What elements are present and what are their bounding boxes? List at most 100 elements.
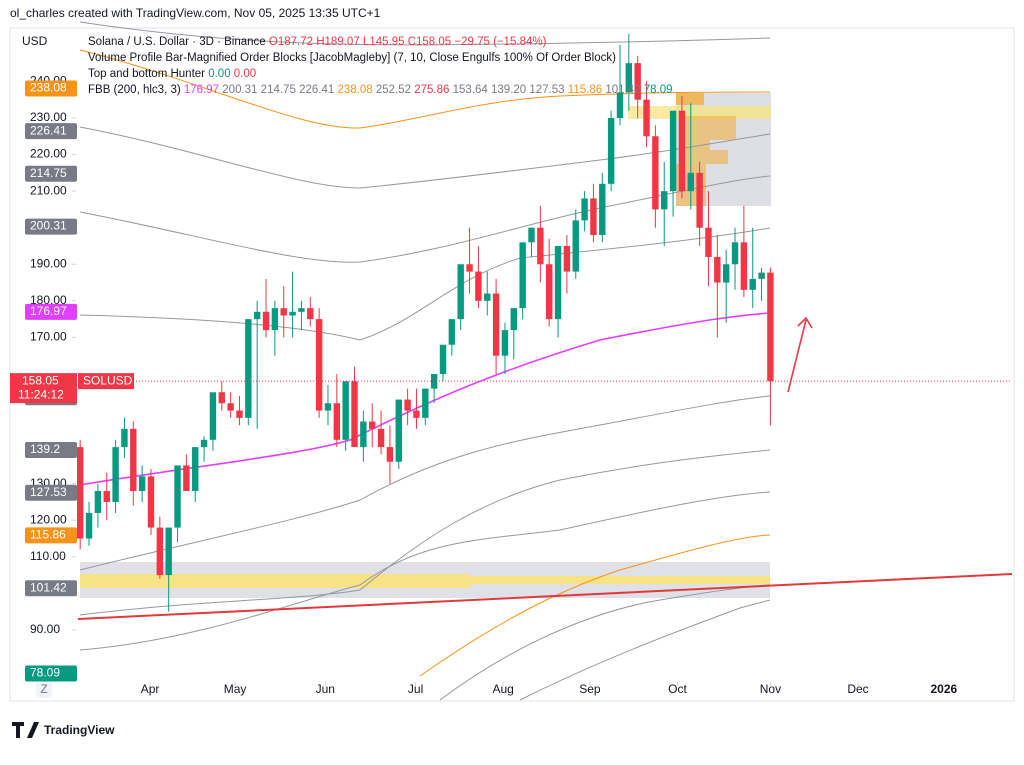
candle-body — [324, 403, 332, 411]
candle-body — [625, 63, 633, 93]
candle-body — [342, 381, 349, 440]
candle-body — [422, 388, 429, 418]
band — [79, 126, 771, 189]
y-tick-label: 230.00 — [30, 110, 67, 124]
legend-row: FBB (200, hlc3, 3) 176.97 200.31 214.75 … — [88, 84, 673, 96]
indicator-value: 101.42 — [605, 84, 640, 96]
legend-row: Solana / U.S. Dollar · 3D · Binance O187… — [88, 36, 547, 48]
candle-body — [183, 465, 190, 492]
price-tag — [25, 665, 77, 682]
candle-body — [103, 491, 110, 502]
legend: Solana / U.S. Dollar · 3D · Binance O187… — [88, 36, 673, 96]
y-tick-label: 120.00 — [30, 512, 67, 526]
candle-body — [510, 308, 517, 331]
candle-body — [413, 410, 420, 418]
price-tag — [25, 165, 77, 182]
indicator-name: Volume Profile Bar-Magnified Order Block… — [88, 52, 616, 64]
indicator-value: 0.00 — [234, 68, 256, 80]
zone — [680, 150, 728, 164]
band — [79, 491, 771, 651]
tz-label[interactable]: Z — [40, 682, 47, 696]
candle-body — [386, 447, 394, 462]
candle-body — [590, 198, 597, 236]
x-tick-label: Aug — [492, 682, 513, 696]
price-tag-label: 226.41 — [30, 123, 67, 137]
candle-body — [448, 319, 456, 345]
x-tick-label: May — [224, 682, 247, 696]
candle-body — [271, 308, 279, 331]
indicator-name: FBB (200, hlc3, 3) — [88, 84, 181, 96]
y-tick-label: 180.00 — [30, 293, 67, 307]
y-tick-label: 90.00 — [30, 622, 60, 636]
legend-row: Top and bottom Hunter 0.00 0.00 — [88, 68, 256, 80]
candle-body — [138, 476, 146, 492]
candle-body — [581, 198, 588, 221]
ma-line — [79, 312, 771, 486]
candle-body — [298, 308, 305, 312]
axes: 240.00230.00220.00210.00190.00180.00170.… — [10, 74, 1012, 696]
header: ol_charles created with TradingView.com,… — [10, 6, 381, 20]
candle-body — [519, 242, 526, 309]
legend-ohlc: H189.07 — [316, 36, 359, 48]
zone — [680, 140, 710, 150]
candle-body — [439, 344, 447, 374]
indicator-value: 214.75 — [261, 84, 296, 96]
candle-body — [130, 428, 137, 492]
price-tag — [25, 484, 77, 501]
candle-body — [722, 264, 730, 283]
indicator-value: 226.41 — [299, 84, 334, 96]
zone — [628, 106, 771, 119]
indicator-value: 115.86 — [568, 84, 602, 96]
candle-body — [395, 399, 402, 462]
price-tag-label: 214.75 — [30, 166, 67, 180]
candle-body — [492, 293, 500, 356]
candle-body — [475, 271, 482, 301]
band — [79, 449, 771, 616]
indicator-value: 153.64 — [453, 84, 489, 96]
candle-body — [360, 421, 367, 448]
candle-body — [94, 491, 102, 513]
band — [79, 21, 771, 46]
candle-body — [227, 403, 234, 411]
candle-body — [245, 319, 252, 418]
legend-ohlc: L145.95 — [363, 36, 405, 48]
legend-ohlc: O187.72 — [269, 36, 313, 48]
indicator-name: Top and bottom Hunter — [88, 68, 205, 80]
candle-body — [112, 447, 119, 502]
price-tag-label: 238.08 — [30, 81, 67, 95]
price-tag-label: 200.31 — [30, 219, 67, 233]
price-tag — [25, 80, 77, 97]
legend-ohlc: C158.05 — [408, 36, 451, 48]
candle-body — [616, 92, 624, 118]
price-tag-label: 115.86 — [30, 528, 66, 542]
candle-body — [572, 220, 579, 272]
currency: USD — [22, 34, 48, 48]
candle-body — [731, 242, 739, 265]
candle-body — [457, 264, 464, 320]
x-tick-label: Jun — [316, 682, 335, 696]
candle-body — [351, 381, 358, 448]
price-tag — [25, 580, 77, 597]
band — [79, 49, 771, 129]
x-tick-label: Oct — [668, 682, 687, 696]
candle-body — [209, 392, 217, 440]
candle-body — [661, 191, 668, 210]
candle-body — [749, 278, 756, 290]
candle-body — [165, 527, 172, 576]
price-tag-label: 176.97 — [30, 304, 67, 318]
indicator-value: 127.53 — [529, 84, 564, 96]
symbol-tag — [78, 373, 134, 390]
candle-body — [484, 293, 491, 301]
candle-body — [192, 447, 199, 492]
tz-button[interactable] — [36, 682, 52, 698]
indicator-value: 139.20 — [491, 84, 526, 96]
candle-body — [218, 392, 225, 404]
x-tick-label: Nov — [760, 682, 781, 696]
price-tag-label: 127.53 — [30, 485, 67, 499]
x-tick-label: Dec — [847, 682, 868, 696]
trendline — [77, 573, 1013, 620]
brand-name: TradingView — [44, 723, 115, 737]
candle-body — [652, 136, 659, 210]
